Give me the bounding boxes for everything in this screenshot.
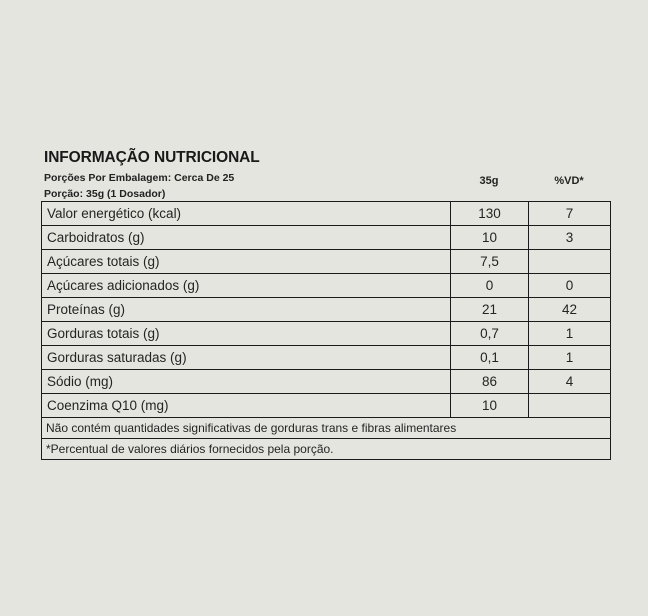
nutrient-name: Sódio (mg) xyxy=(41,369,451,394)
trans-fat-note-row: Não contém quantidades significativas de… xyxy=(41,417,611,439)
nutrient-row: Carboidratos (g) 10 3 xyxy=(41,225,611,250)
nutrient-name: Proteínas (g) xyxy=(41,297,451,322)
panel-title: INFORMAÇÃO NUTRICIONAL xyxy=(44,149,260,166)
nutrient-row: Gorduras saturadas (g) 0,1 1 xyxy=(41,345,611,370)
amount-value: 10 xyxy=(450,393,529,418)
nutrient-row: Valor energético (kcal) 130 7 xyxy=(41,201,611,226)
nutrient-row: Açúcares totais (g) 7,5 xyxy=(41,249,611,274)
nutrient-name: Gorduras totais (g) xyxy=(41,321,451,346)
daily-value xyxy=(528,393,611,418)
daily-value: 1 xyxy=(528,345,611,370)
serving-size-text: Porção: 35g (1 Dosador) xyxy=(44,188,166,200)
amount-value: 0 xyxy=(450,273,529,298)
nutrient-row: Gorduras totais (g) 0,7 1 xyxy=(41,321,611,346)
nutrient-row: Açúcares adicionados (g) 0 0 xyxy=(41,273,611,298)
nutrient-name: Coenzima Q10 (mg) xyxy=(41,393,451,418)
amount-value: 130 xyxy=(450,201,529,226)
nutrient-row: Proteínas (g) 21 42 xyxy=(41,297,611,322)
amount-value: 7,5 xyxy=(450,249,529,274)
daily-value: 42 xyxy=(528,297,611,322)
daily-value: 7 xyxy=(528,201,611,226)
nutrient-name: Valor energético (kcal) xyxy=(41,201,451,226)
daily-value-footnote-row: *Percentual de valores diários fornecido… xyxy=(41,438,611,460)
column-header-amount: 35g xyxy=(479,175,499,187)
amount-value: 0,1 xyxy=(450,345,529,370)
nutrient-row: Coenzima Q10 (mg) 10 xyxy=(41,393,611,418)
daily-value: 0 xyxy=(528,273,611,298)
nutrient-name: Gorduras saturadas (g) xyxy=(41,345,451,370)
amount-value: 21 xyxy=(450,297,529,322)
amount-value: 10 xyxy=(450,225,529,250)
servings-per-package-text: Porções Por Embalagem: Cerca De 25 xyxy=(44,172,235,184)
daily-value: 3 xyxy=(528,225,611,250)
nutrient-name: Açúcares totais (g) xyxy=(41,249,451,274)
daily-value: 4 xyxy=(528,369,611,394)
daily-value xyxy=(528,249,611,274)
amount-value: 86 xyxy=(450,369,529,394)
amount-value: 0,7 xyxy=(450,321,529,346)
nutrient-name: Açúcares adicionados (g) xyxy=(41,273,451,298)
nutrition-table: Valor energético (kcal) 130 7 Carboidrat… xyxy=(41,201,611,460)
nutrient-row: Sódio (mg) 86 4 xyxy=(41,369,611,394)
nutrient-name: Carboidratos (g) xyxy=(41,225,451,250)
daily-value-footnote: *Percentual de valores diários fornecido… xyxy=(41,438,611,460)
column-header-daily-value: %VD* xyxy=(554,175,584,187)
daily-value: 1 xyxy=(528,321,611,346)
trans-fat-note: Não contém quantidades significativas de… xyxy=(41,417,611,439)
